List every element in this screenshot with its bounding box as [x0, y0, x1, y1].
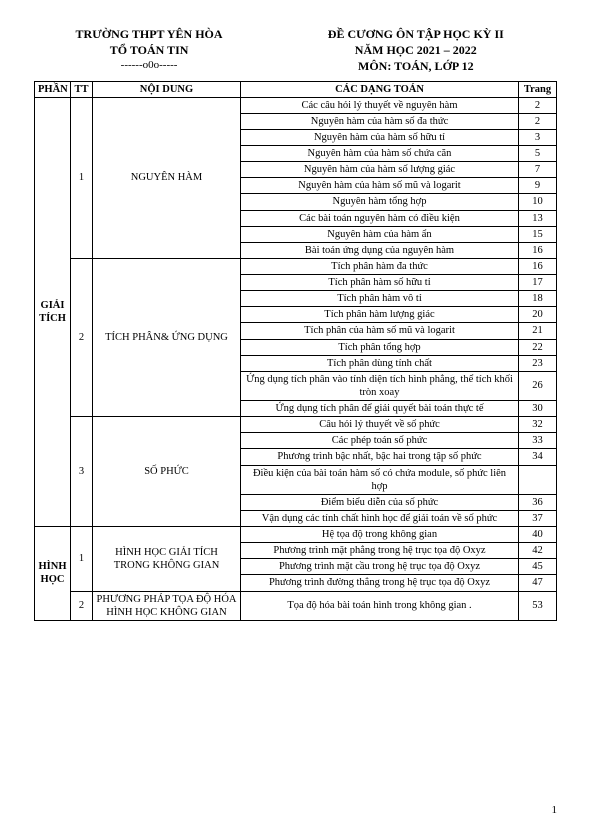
table-header: PHẦN TT NỘI DUNG CÁC DẠNG TOÁN Trang: [35, 81, 557, 97]
school-name: TRƯỜNG THPT YÊN HÒA: [34, 26, 264, 42]
topic-cell: Tích phân hàm đa thức: [241, 258, 519, 274]
subject-grade: MÔN: TOÁN, LỚP 12: [275, 58, 557, 74]
page-cell: 2: [519, 113, 557, 129]
col-noidung: NỘI DUNG: [93, 81, 241, 97]
page-cell: 42: [519, 543, 557, 559]
chapter-number: 1: [71, 97, 93, 258]
document-header: TRƯỜNG THPT YÊN HÒA TỔ TOÁN TIN ------o0…: [34, 26, 557, 75]
page-cell: 47: [519, 575, 557, 591]
page: TRƯỜNG THPT YÊN HÒA TỔ TOÁN TIN ------o0…: [0, 0, 591, 830]
page-cell: 20: [519, 307, 557, 323]
topic-cell: Bài toán ứng dụng của nguyên hàm: [241, 242, 519, 258]
section-label: GIẢI TÍCH: [35, 97, 71, 526]
topic-cell: Tích phân của hàm số mũ và logarit: [241, 323, 519, 339]
header-separator: ------o0o-----: [34, 59, 264, 71]
header-left: TRƯỜNG THPT YÊN HÒA TỔ TOÁN TIN ------o0…: [34, 26, 264, 75]
page-cell: 13: [519, 210, 557, 226]
header-right: ĐỀ CƯƠNG ÔN TẬP HỌC KỲ II NĂM HỌC 2021 –…: [275, 26, 557, 75]
page-cell: 16: [519, 242, 557, 258]
topic-cell: Nguyên hàm của hàm số lượng giác: [241, 162, 519, 178]
topic-cell: Ứng dụng tích phân vào tính diện tích hì…: [241, 371, 519, 400]
topic-cell: Vận dụng các tính chất hình học để giải …: [241, 510, 519, 526]
topic-cell: Ứng dụng tích phân để giải quyết bài toá…: [241, 401, 519, 417]
topic-cell: Nguyên hàm của hàm số mũ và logarit: [241, 178, 519, 194]
topic-cell: Tọa độ hóa bài toán hình trong không gia…: [241, 591, 519, 620]
page-cell: 10: [519, 194, 557, 210]
topic-cell: Tích phân hàm lượng giác: [241, 307, 519, 323]
col-phan: PHẦN: [35, 81, 71, 97]
col-tt: TT: [71, 81, 93, 97]
topic-cell: Điểm biểu diễn của số phức: [241, 494, 519, 510]
topic-cell: Tích phân hàm vô tỉ: [241, 291, 519, 307]
col-dang: CÁC DẠNG TOÁN: [241, 81, 519, 97]
topic-cell: Nguyên hàm của hàm ẩn: [241, 226, 519, 242]
school-year: NĂM HỌC 2021 – 2022: [275, 42, 557, 58]
topic-cell: Phương trình mặt phẳng trong hệ trục tọa…: [241, 543, 519, 559]
page-cell: 37: [519, 510, 557, 526]
topic-cell: Tích phân dùng tính chất: [241, 355, 519, 371]
section-label: HÌNH HỌC: [35, 527, 71, 621]
outline-table: PHẦN TT NỘI DUNG CÁC DẠNG TOÁN Trang GIẢ…: [34, 81, 557, 621]
page-cell: 33: [519, 433, 557, 449]
col-trang: Trang: [519, 81, 557, 97]
page-cell: 26: [519, 371, 557, 400]
topic-cell: Phương trình mặt cầu trong hệ trục tọa đ…: [241, 559, 519, 575]
page-cell: 18: [519, 291, 557, 307]
topic-cell: Các câu hỏi lý thuyết về nguyên hàm: [241, 97, 519, 113]
table-row: 2TÍCH PHÂN& ỨNG DỤNGTích phân hàm đa thứ…: [35, 258, 557, 274]
table-body: GIẢI TÍCH1NGUYÊN HÀMCác câu hỏi lý thuyế…: [35, 97, 557, 620]
topic-cell: Câu hỏi lý thuyết về số phức: [241, 417, 519, 433]
chapter-number: 2: [71, 258, 93, 416]
table-row: 2PHƯƠNG PHÁP TỌA ĐỘ HÓA HÌNH HỌC KHÔNG G…: [35, 591, 557, 620]
chapter-title: TÍCH PHÂN& ỨNG DỤNG: [93, 258, 241, 416]
chapter-number: 2: [71, 591, 93, 620]
page-cell: 21: [519, 323, 557, 339]
page-number: 1: [552, 804, 558, 816]
topic-cell: Phương trình bậc nhất, bậc hai trong tập…: [241, 449, 519, 465]
page-cell: 32: [519, 417, 557, 433]
page-cell: 53: [519, 591, 557, 620]
table-row: HÌNH HỌC1HÌNH HỌC GIẢI TÍCH TRONG KHÔNG …: [35, 527, 557, 543]
doc-title: ĐỀ CƯƠNG ÔN TẬP HỌC KỲ II: [275, 26, 557, 42]
topic-cell: Điều kiện của bài toán hàm số có chứa mo…: [241, 465, 519, 494]
topic-cell: Nguyên hàm của hàm số chứa căn: [241, 146, 519, 162]
chapter-number: 3: [71, 417, 93, 527]
department-name: TỔ TOÁN TIN: [34, 42, 264, 58]
page-cell: 15: [519, 226, 557, 242]
topic-cell: Tích phân tổng hợp: [241, 339, 519, 355]
page-cell: 9: [519, 178, 557, 194]
page-cell: 23: [519, 355, 557, 371]
chapter-title: PHƯƠNG PHÁP TỌA ĐỘ HÓA HÌNH HỌC KHÔNG GI…: [93, 591, 241, 620]
page-cell: [519, 465, 557, 494]
table-row: 3SỐ PHỨCCâu hỏi lý thuyết về số phức32: [35, 417, 557, 433]
topic-cell: Các bài toán nguyên hàm có điều kiện: [241, 210, 519, 226]
page-cell: 17: [519, 275, 557, 291]
page-cell: 34: [519, 449, 557, 465]
topic-cell: Nguyên hàm của hàm số hữu tỉ: [241, 129, 519, 145]
topic-cell: Nguyên hàm của hàm số đa thức: [241, 113, 519, 129]
page-cell: 45: [519, 559, 557, 575]
page-cell: 2: [519, 97, 557, 113]
page-cell: 30: [519, 401, 557, 417]
page-cell: 36: [519, 494, 557, 510]
page-cell: 16: [519, 258, 557, 274]
page-cell: 7: [519, 162, 557, 178]
topic-cell: Tích phân hàm số hữu tỉ: [241, 275, 519, 291]
chapter-title: SỐ PHỨC: [93, 417, 241, 527]
topic-cell: Các phép toán số phức: [241, 433, 519, 449]
topic-cell: Hệ tọa độ trong không gian: [241, 527, 519, 543]
page-cell: 3: [519, 129, 557, 145]
page-cell: 5: [519, 146, 557, 162]
table-row: GIẢI TÍCH1NGUYÊN HÀMCác câu hỏi lý thuyế…: [35, 97, 557, 113]
page-cell: 40: [519, 527, 557, 543]
chapter-title: NGUYÊN HÀM: [93, 97, 241, 258]
page-cell: 22: [519, 339, 557, 355]
topic-cell: Nguyên hàm tổng hợp: [241, 194, 519, 210]
chapter-title: HÌNH HỌC GIẢI TÍCH TRONG KHÔNG GIAN: [93, 527, 241, 592]
chapter-number: 1: [71, 527, 93, 592]
topic-cell: Phương trình đường thẳng trong hệ trục t…: [241, 575, 519, 591]
